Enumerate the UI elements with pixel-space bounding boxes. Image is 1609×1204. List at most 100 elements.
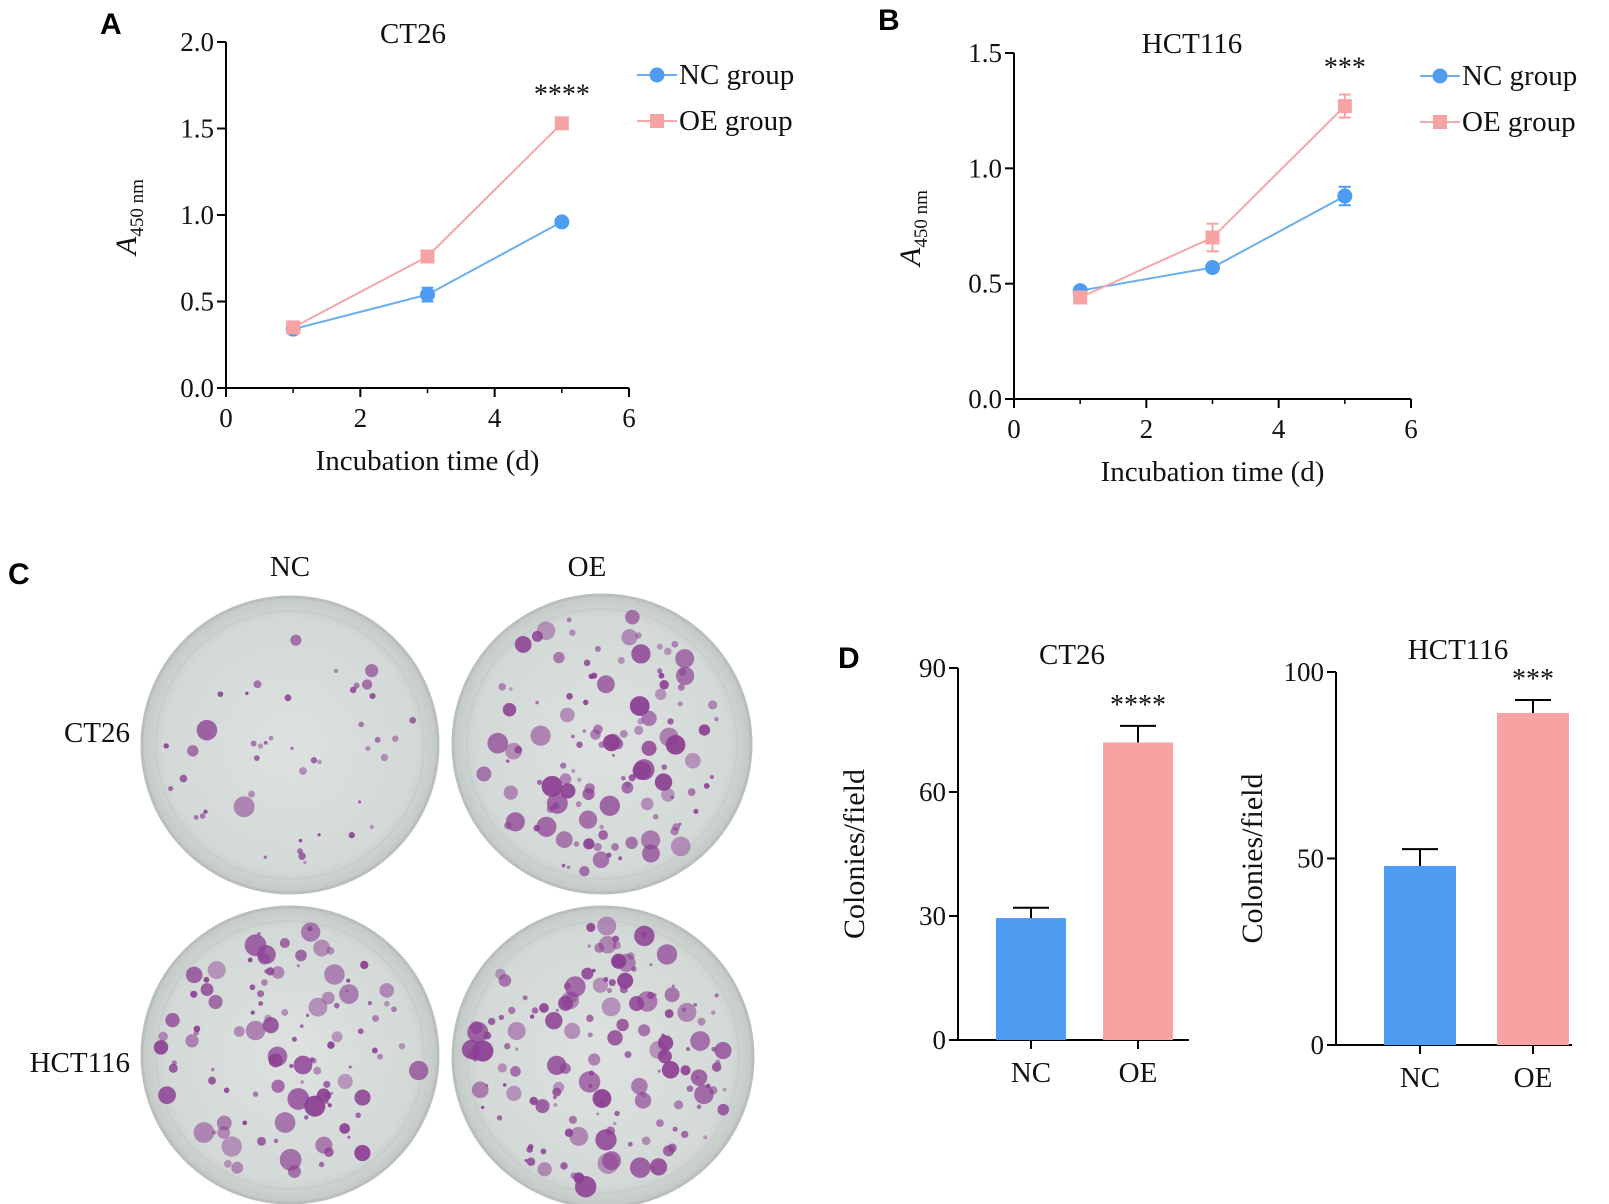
colony: [611, 753, 616, 757]
legend-label: NC group: [1462, 60, 1577, 92]
colony: [329, 1091, 334, 1096]
colony: [300, 1080, 304, 1084]
colony: [369, 692, 376, 700]
colony: [247, 957, 253, 963]
colony: [590, 729, 601, 740]
colony: [677, 1002, 697, 1022]
panel-letter-b: B: [878, 4, 900, 37]
colony: [258, 952, 270, 965]
colony: [642, 844, 660, 863]
colony: [541, 775, 563, 797]
x-axis-label: Incubation time (d): [1101, 456, 1325, 488]
colony: [502, 1083, 507, 1087]
y-tick-label: 1.5: [180, 114, 214, 144]
colony: [200, 983, 214, 996]
colony: [339, 984, 359, 1004]
colony: [327, 1041, 335, 1049]
y-tick-label: 1.5: [968, 38, 1002, 68]
colony: [508, 1006, 516, 1015]
colony: [203, 976, 210, 983]
colony: [587, 944, 591, 948]
plate-row-hct116: HCT116: [30, 1047, 130, 1079]
x-tick-label: NC: [1011, 1057, 1051, 1089]
colony: [252, 1091, 259, 1097]
colony: [264, 1014, 272, 1022]
series-line-nc: [292, 221, 563, 331]
colony: [628, 774, 636, 782]
colony: [573, 841, 580, 847]
colony: [291, 1036, 297, 1042]
colony: [288, 1165, 301, 1179]
significance-label: ****: [1110, 690, 1166, 721]
colony: [578, 1071, 601, 1093]
colony: [659, 727, 679, 747]
colony: [652, 813, 659, 820]
colony: [670, 827, 679, 836]
colony: [346, 978, 351, 983]
colony: [575, 801, 582, 808]
colony: [606, 852, 612, 858]
chart-a-line: 0.0 0.5 1.0 1.5 2.0 0 2 4 6 Incubation time (d) CT…: [110, 18, 794, 477]
data-point-nc: [554, 214, 570, 230]
colony: [599, 1100, 605, 1106]
colony: [571, 734, 575, 739]
colony: [717, 1103, 729, 1116]
colony: [504, 1043, 511, 1050]
colony: [647, 991, 655, 1000]
colony: [483, 1031, 492, 1040]
colony: [299, 767, 307, 775]
colony: [606, 987, 613, 994]
legend-marker-oe: [1433, 115, 1447, 129]
colony: [536, 621, 556, 641]
colony: [663, 647, 672, 656]
plate-hct116-oe: [451, 905, 755, 1204]
colony: [279, 1148, 302, 1171]
colony: [314, 1095, 320, 1100]
colony: [566, 865, 571, 869]
significance-label: ***: [1324, 53, 1366, 84]
colony: [224, 1160, 232, 1168]
colony: [555, 1008, 560, 1013]
colony: [248, 790, 256, 798]
colony: [596, 675, 615, 694]
data-point-oe: [286, 320, 301, 335]
chart-d-hct116-bar: 0 50 100 HCT116 Colonies/field NC OE ***: [1236, 634, 1572, 1094]
colony: [487, 1017, 496, 1026]
colony: [709, 774, 714, 780]
colony: [657, 1069, 661, 1073]
colony: [586, 1014, 594, 1023]
colony: [531, 1007, 539, 1014]
colony: [552, 802, 560, 810]
colony: [656, 944, 678, 965]
colony: [566, 693, 573, 700]
colony: [570, 1172, 577, 1179]
colony: [216, 1115, 232, 1131]
colony: [671, 640, 679, 648]
colony: [163, 743, 169, 749]
y-tick-label: 90: [919, 653, 946, 683]
y-tick-label: 30: [919, 901, 946, 931]
colony: [595, 1129, 617, 1151]
colony: [714, 717, 719, 722]
colony: [671, 984, 675, 988]
colony: [641, 931, 648, 938]
colony: [571, 768, 576, 774]
colony: [530, 725, 551, 746]
colony: [598, 830, 609, 840]
colony: [377, 1053, 383, 1060]
colony: [664, 987, 680, 1003]
bar-nc: [996, 918, 1066, 1040]
colony: [588, 1053, 601, 1066]
colony: [311, 1057, 317, 1064]
colony: [371, 1047, 378, 1054]
plate-inner-rim: [466, 608, 738, 880]
x-tick-label: NC: [1400, 1062, 1440, 1094]
colony: [369, 824, 374, 830]
colony: [257, 932, 261, 936]
colony: [348, 1065, 352, 1069]
colony: [605, 733, 622, 750]
colony: [641, 1136, 651, 1146]
colony: [257, 743, 264, 749]
colony: [634, 1092, 652, 1109]
